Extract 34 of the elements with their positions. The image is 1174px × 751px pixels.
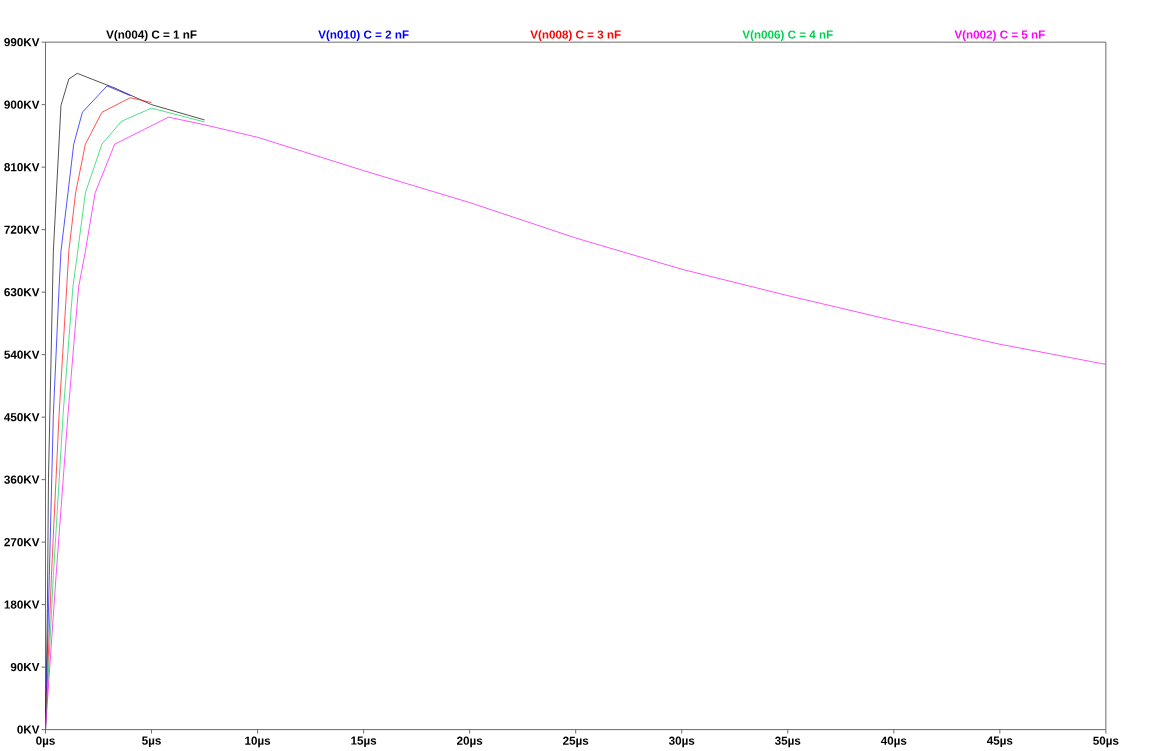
line-series <box>45 116 1107 730</box>
y-tick-label: 90KV <box>10 662 40 672</box>
y-tick-label: 540KV <box>4 350 40 359</box>
x-tick-label: 10µs <box>245 736 271 748</box>
y-tick-label: 180KV <box>4 600 40 609</box>
text: V(n006) <box>742 30 784 41</box>
text: V(n010) <box>318 30 360 41</box>
y-tick-label: 990KV <box>4 38 40 47</box>
x-tick-label: 40µs <box>880 736 907 748</box>
text: C = 3 nF <box>576 30 621 39</box>
x-tick-label: 20µs <box>457 736 483 748</box>
x-tick-label: 30µs <box>668 736 695 748</box>
text: C = 4 nF <box>788 30 833 39</box>
x-tick-label: 35µs <box>774 736 801 748</box>
text: C = 2 nF <box>363 30 409 39</box>
y-tick-label: 450KV <box>4 413 40 422</box>
y-tick-label: 0KV <box>17 725 40 734</box>
x-tick-label: 45µs <box>986 736 1013 748</box>
y-tick-label: 630KV <box>4 288 40 297</box>
text: C = 5 nF <box>1000 30 1045 39</box>
y-tick-label: 810KV <box>4 163 40 172</box>
y-tick-label: 360KV <box>4 475 40 484</box>
text: V(n004) <box>106 30 148 41</box>
y-tick-label: 720KV <box>4 225 40 234</box>
x-tick-label: 0µs <box>36 736 55 748</box>
text: C = 1 nF <box>151 30 197 39</box>
y-tick-label: 900KV <box>4 100 40 109</box>
x-tick-label: 15µs <box>351 736 377 748</box>
y-tick-label: 270KV <box>4 537 40 547</box>
x-tick-label: 50µs <box>1093 736 1119 748</box>
text: V(n008) <box>530 30 572 41</box>
x-tick-label: 25µs <box>563 736 589 748</box>
x-tick-label: 5µs <box>142 736 161 748</box>
text: V(n002) <box>954 30 996 41</box>
